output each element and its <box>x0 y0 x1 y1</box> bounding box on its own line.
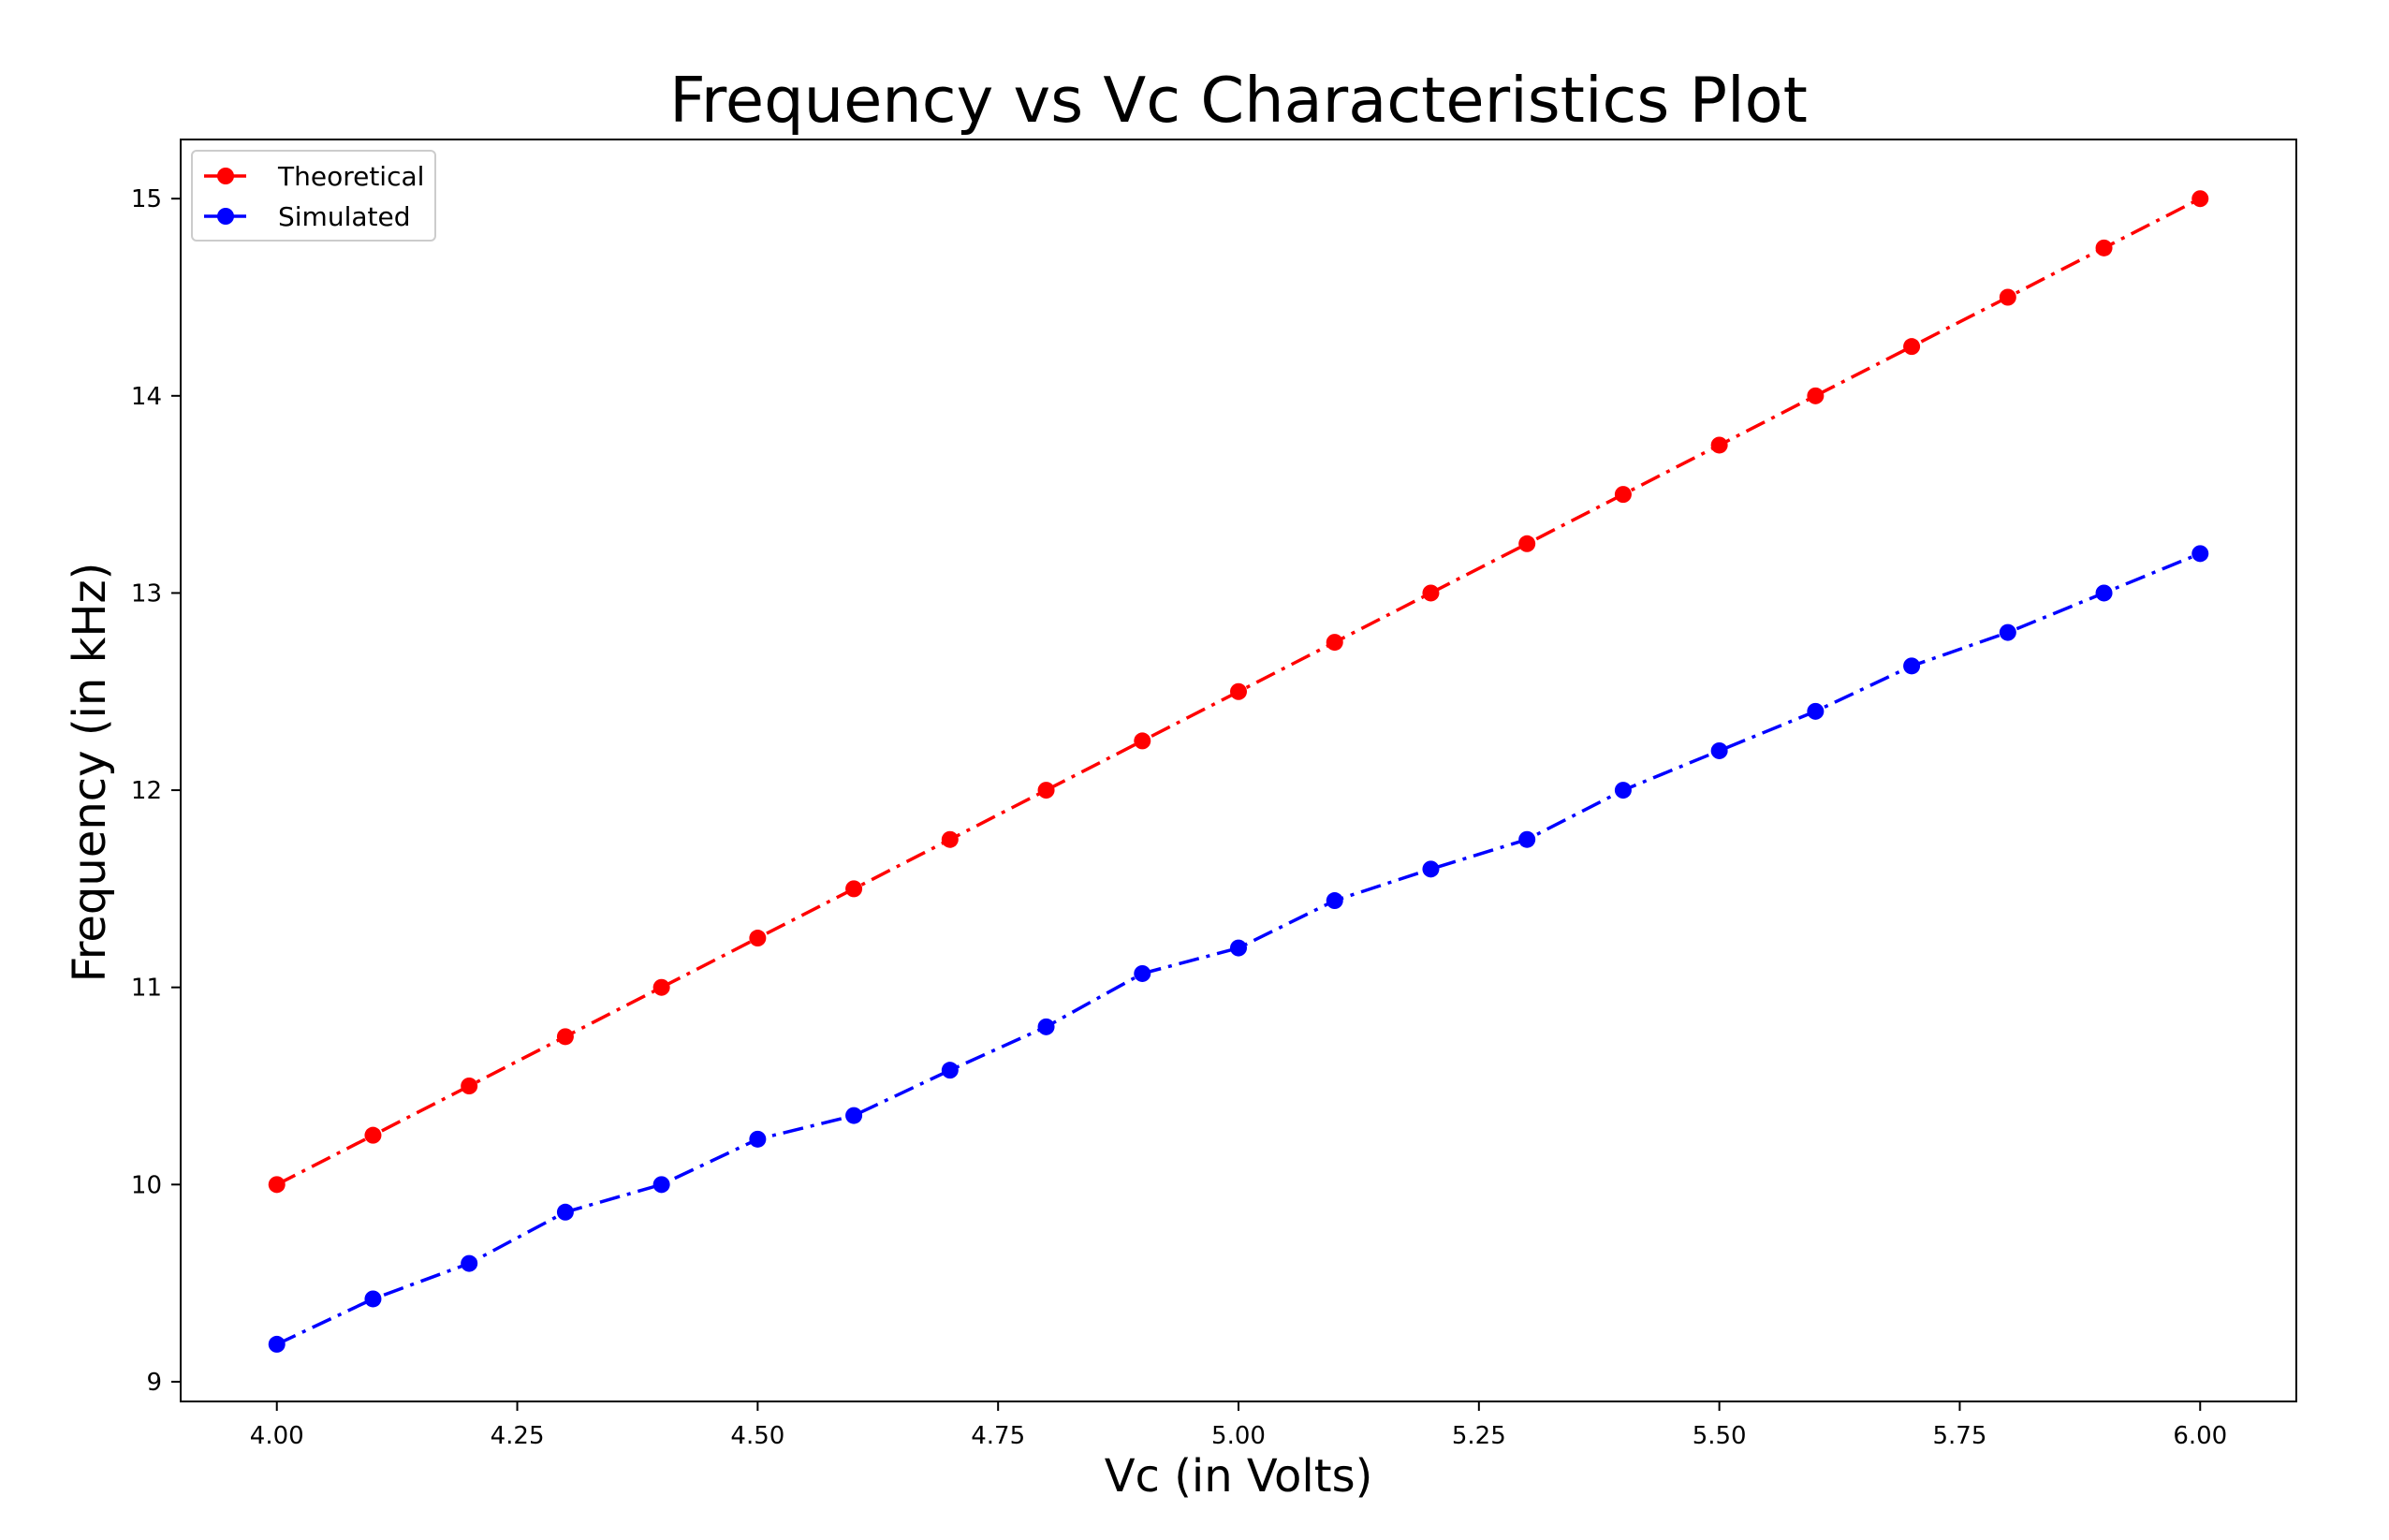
y-tick-label: 9 <box>146 1369 162 1397</box>
y-tick-label: 11 <box>131 975 162 1003</box>
y-tick-label: 12 <box>131 777 162 805</box>
data-point-simulated <box>749 1130 767 1148</box>
x-tick-label: 6.00 <box>2173 1422 2227 1450</box>
legend: Theoretical Simulated <box>191 150 436 242</box>
x-tick-label: 5.00 <box>1211 1422 1266 1450</box>
x-tick-label: 4.00 <box>250 1422 304 1450</box>
plot-area: 4.00 4.25 4.50 4.75 5.00 5.25 5.50 5.75 6.00 9 10 1… <box>131 139 2297 1450</box>
data-point-simulated <box>1230 939 1247 957</box>
data-point-theoretical <box>845 880 863 898</box>
x-tick-label: 5.75 <box>1933 1422 1987 1450</box>
data-point-theoretical <box>1903 338 1921 356</box>
data-point-theoretical <box>1518 535 1536 552</box>
data-point-theoretical <box>461 1078 478 1094</box>
y-tick-label: 14 <box>131 383 162 411</box>
y-tick-label: 13 <box>131 579 162 608</box>
data-point-simulated <box>2191 545 2209 563</box>
data-point-simulated <box>1518 830 1536 848</box>
data-point-simulated <box>1037 1018 1055 1035</box>
data-point-theoretical <box>749 930 767 947</box>
data-point-theoretical <box>364 1126 382 1144</box>
data-point-theoretical <box>941 830 959 848</box>
x-tick-label: 5.25 <box>1452 1422 1506 1450</box>
data-point-theoretical <box>1614 486 1632 504</box>
data-point-simulated <box>461 1254 478 1272</box>
data-point-theoretical <box>556 1028 574 1046</box>
x-axis-label: Vc (in Volts) <box>1105 1450 1373 1503</box>
x-tick-label: 5.50 <box>1693 1422 1747 1450</box>
data-point-simulated <box>845 1107 863 1124</box>
data-point-simulated <box>1422 860 1440 878</box>
x-tick-label: 4.75 <box>971 1422 1025 1450</box>
data-point-theoretical <box>1422 584 1440 602</box>
legend-label-simulated: Simulated <box>278 201 411 232</box>
data-point-theoretical <box>1999 288 2016 306</box>
data-point-simulated <box>1614 782 1632 799</box>
data-point-theoretical <box>1037 782 1055 799</box>
y-tick-label: 10 <box>131 1171 162 1199</box>
data-point-theoretical <box>1230 682 1247 700</box>
legend-marker-simulated <box>217 208 234 225</box>
data-point-simulated <box>652 1176 670 1194</box>
data-point-simulated <box>556 1203 574 1221</box>
data-point-simulated <box>1807 702 1825 720</box>
data-point-theoretical <box>1710 436 1728 454</box>
x-tick-label: 4.50 <box>730 1422 784 1450</box>
data-point-theoretical <box>268 1176 286 1194</box>
data-point-theoretical <box>2095 239 2113 257</box>
data-point-simulated <box>1134 964 1151 982</box>
data-point-simulated <box>364 1290 382 1308</box>
data-point-simulated <box>2095 584 2113 602</box>
data-point-theoretical <box>1326 634 1343 652</box>
data-point-simulated <box>1710 741 1728 759</box>
y-axis-label: Frequency (in kHz) <box>64 563 116 983</box>
legend-box <box>191 150 436 242</box>
data-point-simulated <box>941 1062 959 1079</box>
legend-label-theoretical: Theoretical <box>277 161 424 192</box>
data-point-theoretical <box>1134 732 1151 750</box>
series-line-simulated <box>275 551 2201 1346</box>
data-point-theoretical <box>1807 387 1825 404</box>
data-point-simulated <box>1903 657 1921 675</box>
data-point-simulated <box>1999 623 2016 641</box>
data-point-theoretical <box>2191 190 2209 208</box>
data-point-simulated <box>1326 892 1343 910</box>
data-point-simulated <box>268 1335 286 1353</box>
y-tick-label: 15 <box>131 185 162 213</box>
x-tick-label: 4.25 <box>491 1422 545 1450</box>
chart-title: Frequency vs Vc Characteristics Plot <box>669 64 1808 137</box>
legend-marker-theoretical <box>217 168 234 184</box>
data-point-theoretical <box>652 978 670 996</box>
